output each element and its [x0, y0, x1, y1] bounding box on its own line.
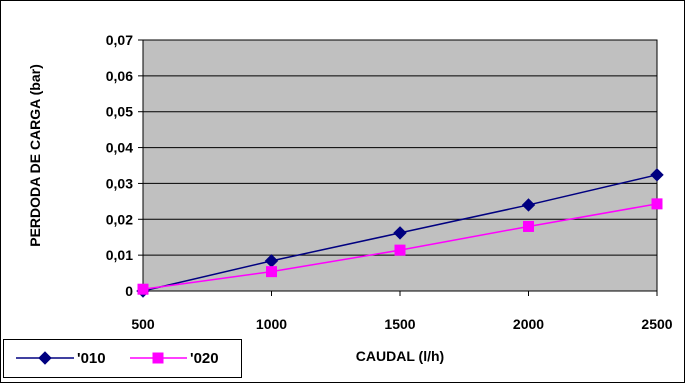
- y-tick-label: 0,07: [106, 32, 133, 48]
- legend-label-2: '020: [190, 350, 219, 367]
- data-point-series-1: [393, 226, 407, 240]
- y-tick-label: 0,05: [106, 104, 133, 120]
- legend-label-1: '010: [77, 350, 106, 367]
- data-point-series-2: [523, 220, 534, 232]
- y-tick-label: 0,03: [106, 175, 133, 191]
- x-tick-label: 1500: [384, 316, 415, 332]
- legend: '010 '020: [3, 339, 242, 378]
- data-point-series-2: [137, 283, 149, 295]
- y-axis-label: PERDODA DE CARGA (bar): [27, 64, 43, 247]
- y-tick-label: 0,04: [106, 140, 133, 156]
- plot-border: [142, 39, 658, 292]
- data-point-series-2: [394, 244, 406, 256]
- y-tick-label: 0,06: [106, 68, 133, 84]
- legend-marker-1: [38, 351, 52, 365]
- x-tick-label: 1000: [256, 316, 287, 332]
- x-tick-label: 2000: [513, 316, 544, 332]
- x-axis-label: CAUDAL (l/h): [356, 348, 444, 364]
- x-tick-label: 500: [131, 316, 155, 332]
- data-point-series-2: [266, 266, 277, 278]
- legend-marker-2: [152, 352, 164, 364]
- y-tick-label: 0,02: [106, 211, 133, 227]
- y-tick-label: 0: [125, 283, 133, 299]
- x-tick-label: 2500: [641, 316, 672, 332]
- data-point-series-2: [651, 198, 663, 210]
- data-point-series-1: [650, 168, 664, 182]
- y-tick-label: 0,01: [106, 247, 133, 263]
- plot-area: [136, 39, 664, 298]
- data-point-series-1: [521, 198, 536, 212]
